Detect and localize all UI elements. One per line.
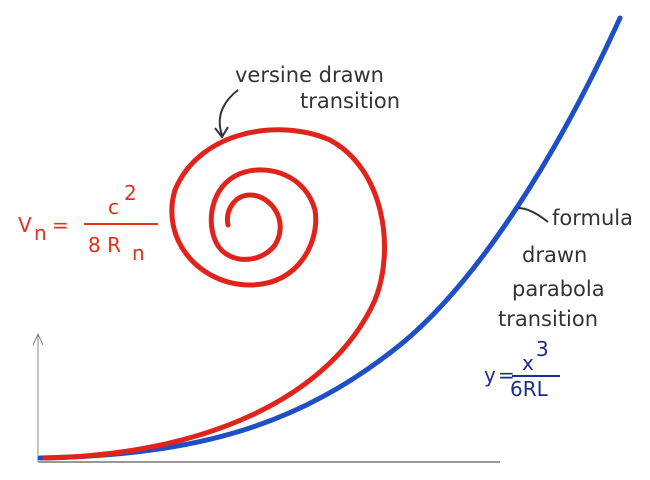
formula-part: y: [484, 363, 496, 387]
y-axis-arrow: [32, 332, 44, 346]
formula-part: =: [498, 363, 515, 387]
formula-part: V: [18, 213, 32, 237]
label: parabola: [512, 277, 605, 301]
versine-leader-arrow: [214, 126, 229, 139]
formula-part: 8 R: [88, 233, 121, 257]
formula-part: n: [132, 241, 145, 265]
label: transition: [300, 89, 400, 113]
versine-formula: V n = c 2 8 R n: [18, 181, 158, 265]
formula-part: 6RL: [510, 377, 549, 401]
parabola-leader: [517, 207, 549, 223]
formula-part: =: [52, 213, 69, 237]
versine-leader: [218, 89, 239, 136]
parabola-formula: y = x 3 6RL: [484, 337, 560, 401]
label: versine drawn: [235, 63, 384, 87]
parabola-curve: [37, 15, 623, 461]
formula-part: n: [34, 221, 47, 245]
label: drawn: [522, 243, 587, 267]
versine-spiral: [42, 127, 387, 461]
formula-part: c: [108, 195, 119, 219]
formula-part: 3: [536, 337, 549, 361]
formula-part: x: [522, 351, 534, 375]
label: transition: [498, 307, 598, 331]
formula-part: 2: [124, 181, 137, 205]
label: formula: [552, 206, 633, 230]
